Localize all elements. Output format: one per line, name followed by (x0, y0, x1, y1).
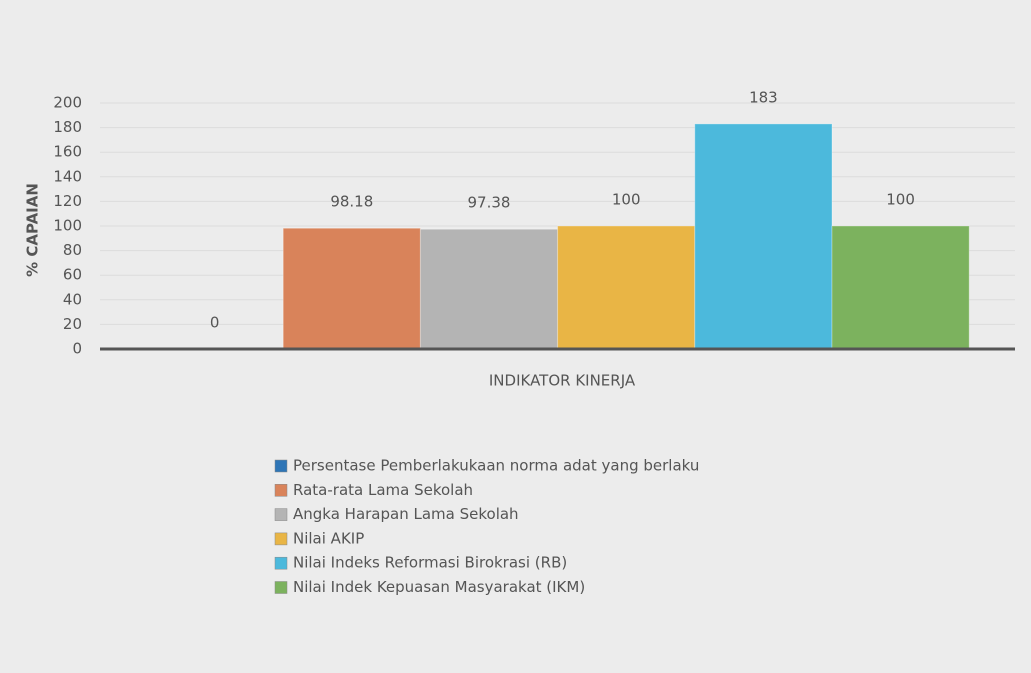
bar (831, 225, 970, 350)
y-tick-label: 160 (53, 143, 82, 161)
legend-label: Nilai AKIP (293, 529, 364, 547)
data-label: 98.18 (330, 193, 373, 211)
y-tick-label: 120 (53, 192, 82, 210)
legend-label: Nilai Indeks Reformasi Birokrasi (RB) (293, 554, 567, 572)
y-tick-label: 20 (63, 315, 82, 333)
bar (694, 123, 833, 350)
legend-swatch (274, 484, 288, 497)
data-label: 183 (749, 88, 778, 106)
x-axis-title: INDIKATOR KINERJA (489, 372, 636, 390)
bar (419, 228, 559, 350)
legend-swatch (274, 508, 288, 521)
data-label: 97.38 (468, 194, 511, 212)
legend-label: Rata-rata Lama Sekolah (293, 481, 473, 499)
bar (557, 225, 696, 350)
y-tick-label: 60 (63, 266, 82, 284)
legend-swatch (274, 581, 288, 594)
legend-label: Nilai Indek Kepuasan Masyarakat (IKM) (293, 578, 585, 596)
legend-swatch (274, 556, 288, 570)
y-tick-label: 200 (53, 94, 82, 112)
data-label: 100 (612, 191, 641, 209)
y-tick-label: 100 (53, 217, 82, 235)
y-axis-title: % CAPAIAN (24, 183, 42, 277)
y-tick-label: 180 (53, 118, 82, 136)
data-label: 0 (210, 314, 220, 332)
legend-swatch (274, 532, 288, 546)
y-tick-label: 140 (53, 167, 82, 185)
bar (282, 227, 421, 350)
y-tick-label: 0 (72, 340, 82, 358)
y-tick-label: 80 (63, 241, 82, 259)
legend-label: Persentase Pemberlakukaan norma adat yan… (293, 457, 699, 475)
data-label: 100 (886, 191, 915, 209)
legend-swatch (274, 459, 288, 473)
legend-label: Angka Harapan Lama Sekolah (293, 505, 519, 523)
y-tick-label: 40 (63, 290, 82, 308)
